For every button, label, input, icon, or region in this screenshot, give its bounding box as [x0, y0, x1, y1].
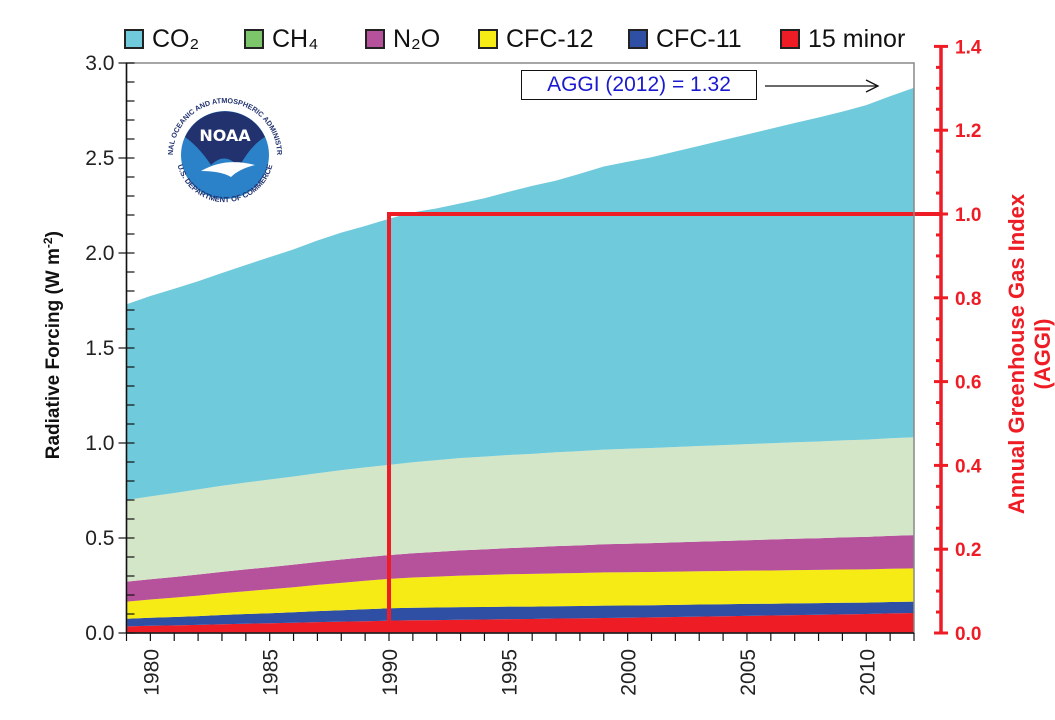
legend: CO₂ CH₄ N₂O CFC-12 CFC-11 15 minor [0, 22, 1055, 56]
area-cfc-11 [126, 601, 914, 627]
aggi-reference-lines [387, 212, 941, 633]
right-tick-label: 1.4 [955, 37, 982, 58]
legend-swatch [628, 29, 648, 49]
area-15-minor [126, 613, 914, 633]
legend-label: CO₂ [152, 24, 200, 53]
legend-label: 15 minor [808, 24, 906, 53]
right-tick-label: 1.2 [955, 121, 981, 142]
legend-swatch [365, 29, 385, 49]
annotation-arrow [765, 79, 880, 93]
x-axis: 1980 1985 1990 1995 2000 2005 2010 [125, 632, 915, 696]
noaa-logo: NOAA NATIONAL OCEANIC AND ATMOSPHERIC AD… [152, 78, 295, 225]
area-n2o [126, 535, 914, 602]
left-tick-label: 0.5 [85, 527, 114, 550]
x-tick-label: 1985 [260, 649, 283, 696]
right-tick-label: 0.2 [955, 540, 981, 561]
right-tick-label: 0.0 [955, 624, 981, 645]
legend-item-cfc11: CFC-11 [628, 22, 742, 56]
right-tick-label: 0.6 [955, 373, 981, 394]
legend-swatch [124, 29, 144, 49]
left-axis-title-sup: -2 [40, 237, 55, 249]
stacked-areas [126, 87, 914, 633]
left-tick-label: 0.0 [85, 622, 114, 645]
area-cfc-12 [126, 568, 914, 619]
legend-item-cfc12: CFC-12 [478, 22, 594, 56]
legend-label: CH₄ [272, 24, 319, 53]
right-axis-title: Annual Greenhouse Gas Index (AGGI) [1004, 193, 1055, 515]
legend-label: CFC-11 [656, 24, 742, 53]
left-tick-label: 3.0 [85, 52, 114, 75]
area-co2 [126, 87, 914, 500]
left-y-axis: 0.0 0.5 1.0 1.5 2.0 2.5 3.0 [85, 52, 135, 645]
left-tick-label: 2.0 [85, 242, 114, 265]
legend-swatch [780, 29, 800, 49]
left-axis-title-text: Radiative Forcing (W m [43, 248, 65, 460]
left-tick-label: 2.5 [85, 147, 114, 170]
x-tick-label: 1990 [379, 649, 402, 696]
x-tick-label: 1980 [140, 649, 163, 696]
legend-swatch [244, 29, 264, 49]
left-axis-title-end: ) [43, 231, 65, 238]
aggi-annotation: AGGI (2012) = 1.32 [521, 70, 757, 100]
left-tick-label: 1.0 [85, 432, 114, 455]
noaa-logo-icon: NOAA NATIONAL OCEANIC AND ATMOSPHERIC AD… [152, 78, 284, 204]
right-tick-label: 0.4 [955, 456, 982, 477]
area-ch4 [126, 437, 914, 582]
x-tick-label: 2005 [737, 649, 760, 696]
legend-swatch [478, 29, 498, 49]
x-tick-label: 2000 [618, 649, 641, 696]
legend-item-minor: 15 minor [780, 22, 905, 56]
legend-item-ch4: CH₄ [244, 22, 318, 56]
right-tick-label: 1.0 [955, 205, 981, 226]
right-tick-label: 0.8 [955, 289, 981, 310]
x-tick-label: 1995 [498, 649, 521, 696]
legend-label: N₂O [393, 24, 441, 53]
noaa-logo-text: NOAA [199, 126, 251, 145]
legend-item-co2: CO₂ [124, 22, 199, 56]
left-tick-label: 1.5 [85, 337, 114, 360]
right-y-axis: 0.0 0.2 0.4 0.6 0.8 1.0 1.2 1.4 [934, 37, 982, 645]
legend-item-n2o: N₂O [365, 22, 440, 56]
x-tick-label: 2010 [856, 649, 879, 696]
legend-label: CFC-12 [506, 24, 594, 53]
left-axis-title: Radiative Forcing (W m-2) [41, 200, 65, 490]
